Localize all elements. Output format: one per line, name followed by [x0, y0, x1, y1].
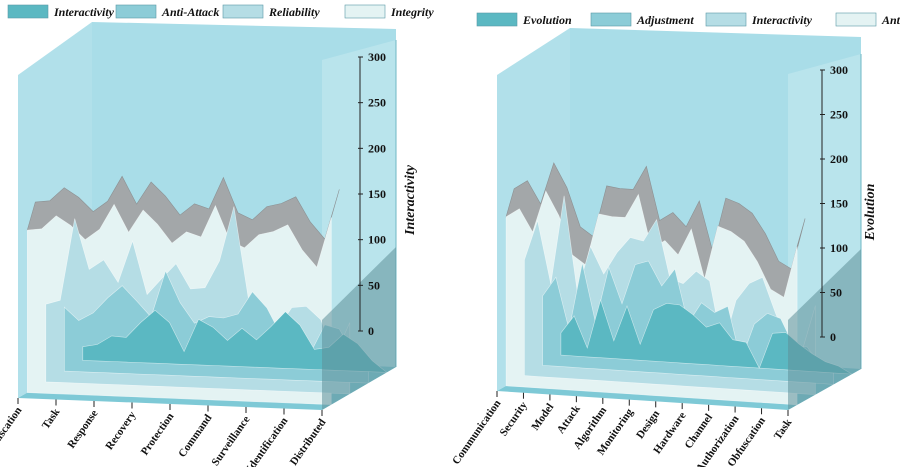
x-category-label: Surveillance [209, 414, 252, 467]
legend-swatch [705, 12, 747, 27]
x-category-label: Recovery [103, 409, 138, 452]
y-tick-label: 250 [368, 96, 386, 110]
x-category-label: Task [772, 416, 795, 442]
legend-label: Adjustment [636, 13, 694, 27]
x-category-label: Communication [450, 398, 503, 467]
y-axis-title: Evolution [863, 183, 878, 241]
legend-swatch [344, 4, 386, 19]
x-category-label: Attack [555, 402, 584, 436]
legend-label: Integrity [390, 5, 434, 19]
series-end-cap [788, 249, 861, 410]
legend-swatch [7, 4, 49, 19]
y-tick-label: 200 [368, 141, 386, 155]
right-3d-area-chart: 0 50 100 150 200 250 300 Evolution Communication… [450, 12, 900, 467]
legend-swatch [222, 4, 264, 19]
y-tick-label: 150 [368, 187, 386, 201]
legend-label: Anti-Attack [881, 13, 900, 27]
legend-swatch [590, 12, 632, 27]
series-end-cap [322, 247, 396, 410]
legend-label: Interactivity [53, 5, 115, 19]
x-category-label: Protection [139, 411, 177, 458]
x-category-label: Response [65, 408, 100, 451]
legend-label: Reliability [268, 5, 320, 19]
y-tick-label: 50 [830, 286, 842, 300]
x-category-label: Identification [244, 415, 290, 467]
y-tick-label: 300 [830, 63, 848, 77]
x-category-label: Task [40, 406, 63, 432]
y-tick-label: 300 [368, 50, 386, 64]
y-tick-label: 250 [830, 108, 848, 122]
y-tick-label: 50 [368, 278, 380, 292]
x-category-label: Obfuscation [0, 405, 24, 459]
legend-label: Evolution [522, 13, 572, 27]
left-3d-area-chart: 0 50 100 150 200 250 300 Interactivity Obfuscati… [0, 4, 434, 467]
y-axis-title: Interactivity [403, 164, 418, 236]
y-tick-label: 200 [830, 152, 848, 166]
x-category-label: Model [529, 401, 556, 432]
legend-swatch [476, 12, 518, 27]
legend-label: Anti-Attack [161, 5, 219, 19]
legend-swatch [835, 12, 877, 27]
y-tick-label: 0 [368, 324, 374, 338]
y-tick-label: 100 [368, 233, 386, 247]
y-tick-label: 100 [830, 241, 848, 255]
legend-swatch [115, 4, 157, 19]
legend-label: Interactivity [751, 13, 813, 27]
x-category-label: Command [176, 412, 214, 459]
y-tick-label: 0 [830, 330, 836, 344]
x-category-label: Distributed [288, 417, 329, 467]
y-tick-label: 150 [830, 197, 848, 211]
x-category-label: Design [634, 408, 662, 441]
